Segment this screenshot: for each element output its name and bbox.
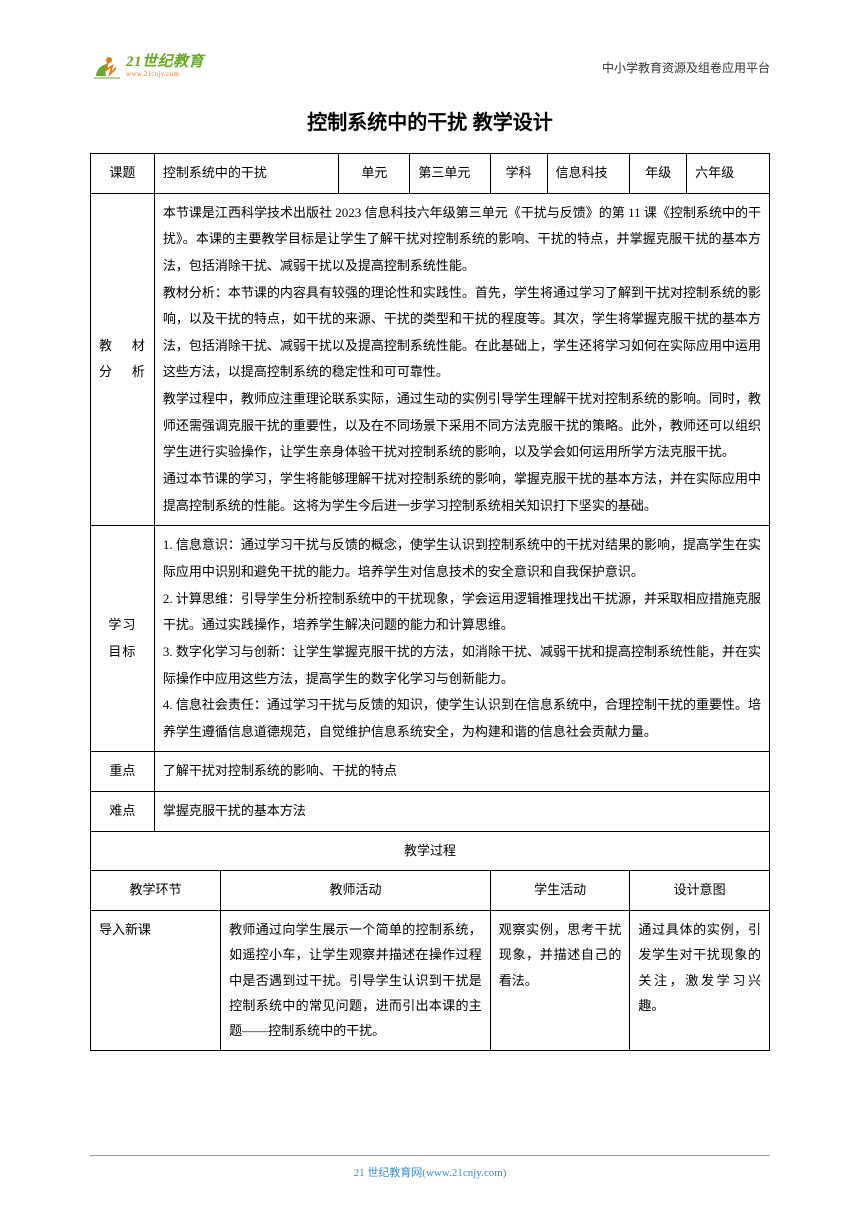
content-objectives: 1. 信息意识：通过学习干扰与反馈的概念，使学生认识到控制系统中的干扰对结果的影… — [154, 526, 769, 752]
label-objectives: 学习 目标 — [91, 526, 155, 752]
label-keypoint: 重点 — [91, 752, 155, 792]
label-topic: 课题 — [91, 154, 155, 194]
logo-brand: 21世纪教育 — [126, 55, 204, 71]
label-difficulty: 难点 — [91, 792, 155, 832]
table-row-difficulty: 难点 掌握克服干扰的基本方法 — [91, 792, 770, 832]
table-row-keypoint: 重点 了解干扰对控制系统的影响、干扰的特点 — [91, 752, 770, 792]
col-stage: 教学环节 — [91, 871, 221, 911]
content-difficulty: 掌握克服干扰的基本方法 — [154, 792, 769, 832]
teacher-intro: 教师通过向学生展示一个简单的控制系统，如遥控小车，让学生观察并描述在操作过程中是… — [221, 911, 491, 1051]
table-row-objectives: 学习 目标 1. 信息意识：通过学习干扰与反馈的概念，使学生认识到控制系统中的干… — [91, 526, 770, 752]
value-grade: 六年级 — [687, 154, 770, 194]
table-row-material-analysis: 教 材 分 析 本节课是江西科学技术出版社 2023 信息科技六年级第三单元《干… — [91, 193, 770, 526]
table-row-topic: 课题 控制系统中的干扰 单元 第三单元 学科 信息科技 年级 六年级 — [91, 154, 770, 194]
page-footer: 21 世纪教育网(www.21cnjy.com) — [90, 1155, 770, 1180]
intent-intro: 通过具体的实例，引发学生对干扰现象的关注，激发学习兴趣。 — [630, 911, 770, 1051]
label-material-analysis: 教 材 分 析 — [91, 193, 155, 526]
label-grade: 年级 — [630, 154, 687, 194]
lesson-plan-table: 课题 控制系统中的干扰 单元 第三单元 学科 信息科技 年级 六年级 教 材 分… — [90, 153, 770, 1051]
value-topic: 控制系统中的干扰 — [154, 154, 339, 194]
value-subject: 信息科技 — [547, 154, 630, 194]
label-process-header: 教学过程 — [91, 831, 770, 871]
col-student: 学生活动 — [490, 871, 630, 911]
value-unit: 第三单元 — [410, 154, 490, 194]
logo: 21世纪教育 www.21cnjy.com — [90, 50, 204, 84]
label-unit: 单元 — [339, 154, 410, 194]
logo-text: 21世纪教育 www.21cnjy.com — [126, 55, 204, 78]
student-intro: 观察实例，思考干扰现象，并描述自己的看法。 — [490, 911, 630, 1051]
logo-icon — [90, 50, 124, 84]
logo-url: www.21cnjy.com — [126, 71, 204, 78]
page-title: 控制系统中的干扰 教学设计 — [90, 106, 770, 135]
col-intent: 设计意图 — [630, 871, 770, 911]
header-platform: 中小学教育资源及组卷应用平台 — [602, 59, 770, 76]
table-row-process-header: 教学过程 — [91, 831, 770, 871]
table-row-process-columns: 教学环节 教师活动 学生活动 设计意图 — [91, 871, 770, 911]
col-teacher: 教师活动 — [221, 871, 491, 911]
content-keypoint: 了解干扰对控制系统的影响、干扰的特点 — [154, 752, 769, 792]
page-header: 21世纪教育 www.21cnjy.com 中小学教育资源及组卷应用平台 — [90, 50, 770, 84]
table-row-process-intro: 导入新课 教师通过向学生展示一个简单的控制系统，如遥控小车，让学生观察并描述在操… — [91, 911, 770, 1051]
stage-intro: 导入新课 — [91, 911, 221, 1051]
label-subject: 学科 — [490, 154, 547, 194]
content-material-analysis: 本节课是江西科学技术出版社 2023 信息科技六年级第三单元《干扰与反馈》的第 … — [154, 193, 769, 526]
